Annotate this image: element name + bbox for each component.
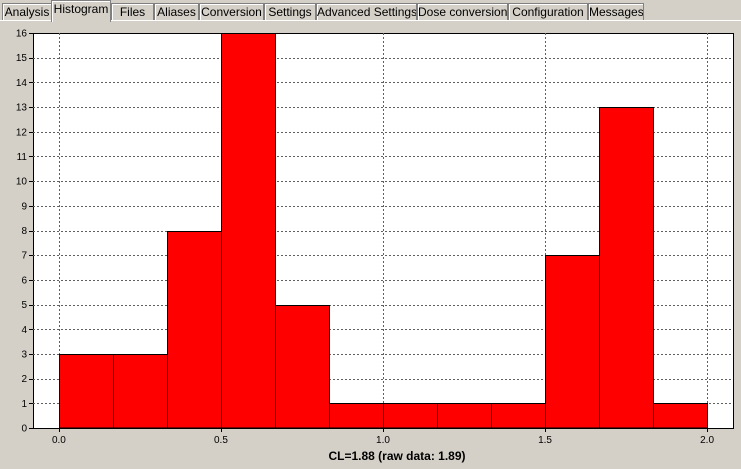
tab-bar: Analysis Histogram Files Aliases Convers… (0, 0, 741, 22)
tab-advanced-settings[interactable]: Advanced Settings (316, 3, 417, 21)
y-tick-label: 15 (16, 53, 28, 64)
y-tick-label: 10 (16, 177, 28, 188)
histogram-bar (383, 403, 438, 429)
y-tick-label: 8 (21, 226, 27, 237)
histogram-bar (437, 403, 492, 429)
y-tick-label: 0 (21, 424, 27, 435)
histogram-bar (491, 403, 546, 429)
tab-label: Analysis (4, 5, 50, 19)
x-tick-label: 0.5 (214, 435, 228, 446)
tab-files[interactable]: Files (111, 3, 154, 21)
tab-label: Dose conversion (418, 5, 508, 19)
x-tick-label: 2.0 (700, 435, 714, 446)
x-tick-label: 0.0 (52, 435, 66, 446)
tab-aliases[interactable]: Aliases (154, 3, 199, 21)
tab-label: Messages (589, 5, 644, 19)
tab-messages[interactable]: Messages (588, 3, 644, 21)
tab-label: Histogram (53, 2, 109, 16)
tab-bar-divider (0, 20, 741, 21)
y-tick-label: 5 (21, 300, 27, 311)
tab-dose-conversion[interactable]: Dose conversion (417, 3, 508, 21)
histogram-bar (113, 354, 168, 429)
x-tick-label: 1.0 (376, 435, 390, 446)
y-tick-label: 11 (17, 152, 28, 163)
histogram-panel: 0 1 2 3 4 5 6 7 8 9 10 11 12 13 14 15 16 0.0 0.5 1.0 1.5 2.0… (0, 21, 741, 469)
y-tick-label: 3 (21, 349, 27, 360)
histogram-bar (221, 33, 276, 429)
histogram-bar (545, 255, 600, 429)
histogram-bar (59, 354, 114, 429)
histogram-bar (275, 305, 330, 429)
y-tick-label: 12 (16, 127, 28, 138)
y-tick-label: 16 (16, 29, 28, 40)
y-tick-label: 13 (16, 103, 28, 114)
histogram-bar (167, 231, 222, 429)
tab-label: Aliases (157, 5, 196, 19)
tab-label: Settings (268, 5, 312, 19)
histogram-bar (329, 403, 384, 429)
tab-analysis[interactable]: Analysis (2, 3, 52, 21)
x-axis-label: CL=1.88 (raw data: 1.89) (328, 449, 465, 463)
tab-label: Conversion (201, 5, 262, 19)
y-tick-label: 6 (21, 275, 27, 286)
bars-group (59, 33, 708, 429)
y-tick-label: 14 (16, 78, 28, 89)
tab-histogram[interactable]: Histogram (51, 0, 111, 22)
tab-settings[interactable]: Settings (264, 3, 316, 21)
tab-configuration[interactable]: Configuration (508, 3, 588, 21)
tab-label: Advanced Settings (317, 5, 417, 19)
tab-conversion[interactable]: Conversion (199, 3, 264, 21)
y-tick-label: 4 (21, 325, 27, 336)
histogram-bar (599, 107, 654, 429)
y-tick-label: 2 (21, 374, 27, 385)
y-tick-label: 9 (21, 201, 27, 212)
tab-label: Files (119, 5, 146, 19)
x-tick-label: 1.5 (538, 435, 552, 446)
y-tick-label: 1 (21, 399, 27, 410)
y-tick-label: 7 (21, 251, 27, 262)
x-axis: 0.0 0.5 1.0 1.5 2.0 (52, 428, 714, 446)
tab-label: Configuration (512, 5, 584, 19)
histogram-bar (653, 403, 708, 429)
